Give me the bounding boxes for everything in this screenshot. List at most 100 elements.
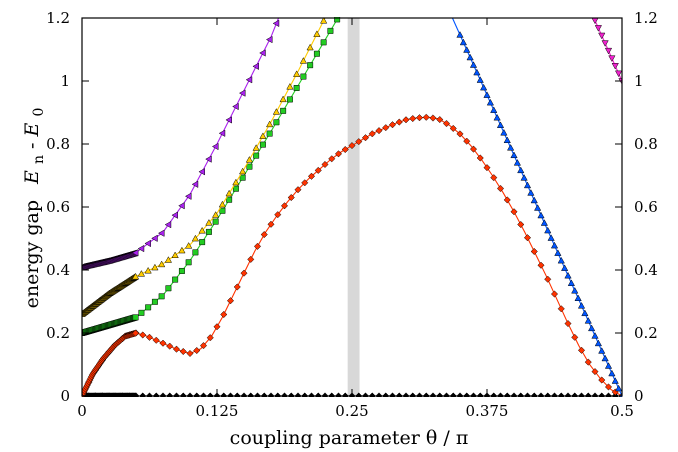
series-marker-1 xyxy=(139,331,147,339)
series-marker-1 xyxy=(388,121,397,129)
x-tick-label: 0 xyxy=(77,402,87,420)
series-marker-1 xyxy=(530,247,538,256)
series-marker-2 xyxy=(138,309,145,316)
series-marker-1 xyxy=(469,145,478,153)
y-tick-label-left: 1.2 xyxy=(46,9,70,27)
series-marker-1 xyxy=(206,334,214,342)
y-tick-label-right: 0.4 xyxy=(634,261,658,279)
series-marker-3 xyxy=(212,211,220,218)
series-marker-3 xyxy=(144,266,152,274)
series-marker-3 xyxy=(245,156,254,163)
series-marker-3 xyxy=(313,30,321,37)
series-marker-6 xyxy=(604,47,613,55)
y-axis-label-symbol-1: E xyxy=(21,170,43,185)
series-marker-1 xyxy=(172,345,181,353)
series-marker-4 xyxy=(144,239,151,248)
series-marker-1 xyxy=(179,347,187,356)
series-marker-2 xyxy=(165,285,172,292)
series-marker-1 xyxy=(240,269,248,277)
series-marker-1 xyxy=(166,342,174,350)
series-marker-1 xyxy=(510,208,518,216)
x-tick-label: 0.125 xyxy=(196,402,239,420)
series-marker-5 xyxy=(537,211,545,219)
series-marker-1 xyxy=(361,134,370,142)
series-marker-5 xyxy=(554,249,562,256)
series-marker-4 xyxy=(272,19,280,28)
series-marker-1 xyxy=(584,358,592,366)
series-marker-5 xyxy=(490,106,498,113)
series-marker-5 xyxy=(463,46,471,53)
series-marker-5 xyxy=(503,136,511,143)
series-marker-4 xyxy=(198,168,205,176)
series-marker-4 xyxy=(259,49,266,57)
series-marker-3 xyxy=(218,200,227,208)
dense-markers-orange xyxy=(82,272,140,317)
series-marker-3 xyxy=(198,226,206,234)
series-marker-2 xyxy=(266,130,273,137)
series-marker-1 xyxy=(517,220,525,229)
series-marker-6 xyxy=(594,25,602,32)
series-marker-4 xyxy=(245,76,253,84)
y-axis-label-subscript-2: 0 xyxy=(31,108,47,117)
series-marker-1 xyxy=(429,114,437,122)
series-marker-3 xyxy=(185,242,193,249)
series-marker-1 xyxy=(355,138,363,146)
series-marker-2 xyxy=(158,293,165,300)
series-marker-2 xyxy=(280,107,287,114)
series-marker-4 xyxy=(191,180,199,188)
series-marker-1 xyxy=(503,196,511,204)
series-marker-3 xyxy=(205,219,213,226)
series-marker-1 xyxy=(253,242,262,250)
series-marker-5 xyxy=(456,31,464,38)
series-marker-4 xyxy=(238,89,246,97)
series-marker-5 xyxy=(486,98,494,106)
series-marker-5 xyxy=(540,219,548,226)
series-marker-3 xyxy=(272,108,281,115)
series-marker-4 xyxy=(184,192,192,200)
series-marker-2 xyxy=(151,298,158,305)
series-marker-4 xyxy=(205,155,212,163)
series-marker-2 xyxy=(320,39,327,46)
series-marker-2 xyxy=(178,267,185,274)
dense-markers-violet xyxy=(82,249,139,271)
series-marker-5 xyxy=(601,354,609,362)
series-marker-5 xyxy=(523,181,532,189)
series-marker-5 xyxy=(557,256,565,264)
series-marker-1 xyxy=(442,119,451,128)
series-marker-5 xyxy=(591,332,599,339)
series-marker-3 xyxy=(286,82,294,90)
series-marker-1 xyxy=(395,118,403,126)
series-marker-2 xyxy=(307,62,314,69)
series-marker-2 xyxy=(199,239,206,246)
series-marker-2 xyxy=(239,174,246,181)
series-marker-1 xyxy=(199,342,208,350)
series-marker-1 xyxy=(321,160,329,169)
series-marker-1 xyxy=(598,376,606,384)
series-marker-1 xyxy=(348,142,356,150)
series-marker-5 xyxy=(561,264,569,271)
series-marker-5 xyxy=(459,38,467,46)
series-5-blue xyxy=(451,17,622,397)
series-marker-5 xyxy=(496,121,505,128)
dense-marker-orange xyxy=(131,272,140,280)
series-marker-2 xyxy=(232,185,239,192)
series-marker-5 xyxy=(483,91,491,98)
series-marker-6 xyxy=(611,63,619,70)
series-marker-5 xyxy=(493,113,501,121)
series-marker-5 xyxy=(564,271,572,279)
series-marker-1 xyxy=(375,127,383,135)
dense-marker-green xyxy=(132,314,139,321)
x-tick-label: 0.25 xyxy=(335,402,368,420)
series-marker-2 xyxy=(185,259,192,266)
series-marker-1 xyxy=(490,174,498,182)
series-marker-5 xyxy=(544,226,552,234)
series-marker-1 xyxy=(233,283,241,291)
series-marker-3 xyxy=(239,167,247,175)
y-axis-label: energy gap E n - E 0 xyxy=(21,108,48,309)
y-tick-label-left: 1 xyxy=(60,72,70,90)
series-marker-3 xyxy=(279,95,287,103)
y-tick-label-right: 0.6 xyxy=(634,198,658,216)
series-marker-4 xyxy=(164,221,172,229)
series-marker-1 xyxy=(267,220,275,228)
